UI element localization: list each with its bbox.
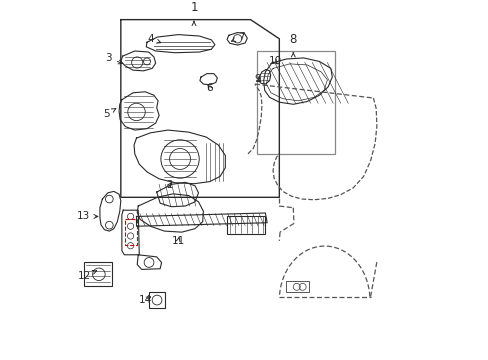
- Text: 1: 1: [190, 1, 197, 14]
- Bar: [83, 262, 112, 286]
- Bar: [285, 281, 308, 292]
- Text: 13: 13: [77, 211, 98, 221]
- Text: 6: 6: [206, 82, 213, 93]
- Text: 4: 4: [147, 34, 161, 44]
- Text: 9: 9: [254, 74, 261, 84]
- Text: 14: 14: [138, 295, 152, 305]
- Bar: [256, 51, 334, 154]
- Bar: [125, 219, 136, 246]
- Text: 5: 5: [103, 109, 116, 119]
- Text: 8: 8: [289, 33, 296, 46]
- Text: 2: 2: [166, 180, 173, 190]
- Bar: [226, 216, 264, 234]
- Text: 11: 11: [171, 236, 184, 246]
- Bar: [148, 292, 165, 308]
- Text: 10: 10: [268, 57, 281, 67]
- Text: 7: 7: [231, 32, 244, 42]
- Text: 12: 12: [78, 270, 97, 281]
- Text: 3: 3: [105, 53, 122, 64]
